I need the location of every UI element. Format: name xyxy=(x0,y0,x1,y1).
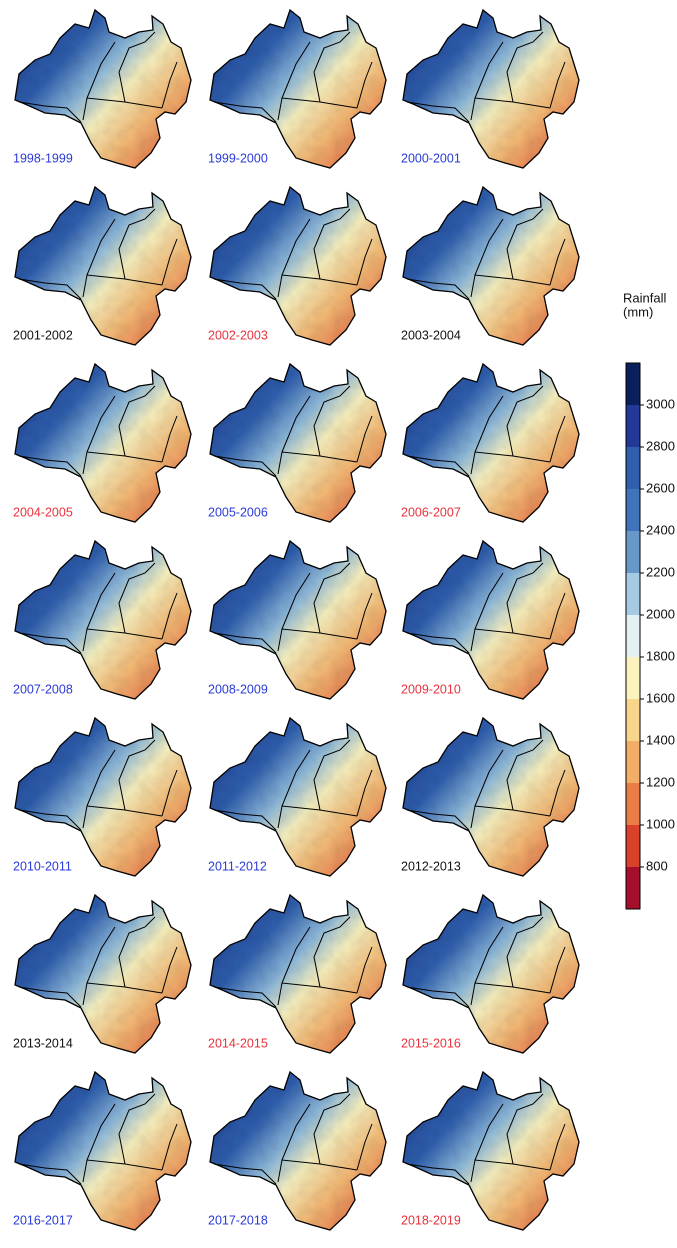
map-panel: 2012-2013 xyxy=(399,718,579,876)
map-panel: 2016-2017 xyxy=(11,1072,191,1230)
colorbar-tick-label: 3000 xyxy=(646,396,675,411)
colorbar-segment xyxy=(626,531,640,573)
colorbar-segment xyxy=(626,741,640,783)
region-fill xyxy=(15,541,191,699)
colorbar-tick-label: 2000 xyxy=(646,606,675,621)
panel-label: 2017-2018 xyxy=(208,1213,268,1227)
colorbar-tick-label: 1200 xyxy=(646,774,675,789)
colorbar-tick-label: 2400 xyxy=(646,522,675,537)
map-grid: 1998-1999 1999-2000 2000-2001 2001-2002 2002… xyxy=(11,10,579,1230)
region-fill xyxy=(403,1072,579,1230)
map-panel: 2001-2002 xyxy=(11,187,191,345)
panel-label: 2016-2017 xyxy=(13,1213,73,1227)
colorbar-tick-label: 2200 xyxy=(646,564,675,579)
panel-label: 2006-2007 xyxy=(401,505,461,519)
map-panel: 2011-2012 xyxy=(206,718,386,876)
panel-label: 2011-2012 xyxy=(208,859,267,873)
colorbar: Rainfall (mm) 3000 2800 2600 2400 2200 2000 18… xyxy=(623,290,675,909)
map-panel: 2008-2009 xyxy=(206,541,386,699)
map-panel: 2009-2010 xyxy=(399,541,579,699)
colorbar-segment xyxy=(626,405,640,447)
panel-label: 2015-2016 xyxy=(401,1036,461,1050)
map-panel: 2000-2001 xyxy=(399,10,579,168)
colorbar-segment xyxy=(626,657,640,699)
colorbar-segment xyxy=(626,363,640,405)
panel-label: 2001-2002 xyxy=(13,328,73,342)
panel-label: 2002-2003 xyxy=(208,328,268,342)
region-fill xyxy=(15,895,191,1053)
map-panel: 2003-2004 xyxy=(399,187,579,345)
panel-label: 2009-2010 xyxy=(401,682,461,696)
colorbar-segment xyxy=(626,825,640,867)
colorbar-segment xyxy=(626,489,640,531)
colorbar-title: Rainfall xyxy=(623,290,666,305)
panel-label: 2018-2019 xyxy=(401,1213,461,1227)
map-panel: 2013-2014 xyxy=(11,895,191,1053)
map-panel: 1998-1999 xyxy=(11,10,191,168)
panel-label: 2005-2006 xyxy=(208,505,268,519)
panel-label: 1999-2000 xyxy=(208,151,268,165)
colorbar-tick-label: 1400 xyxy=(646,732,675,747)
map-panel: 2014-2015 xyxy=(206,895,386,1053)
panel-label: 2004-2005 xyxy=(13,505,73,519)
colorbar-segment xyxy=(626,447,640,489)
panel-label: 2000-2001 xyxy=(401,151,461,165)
region-fill xyxy=(15,718,191,876)
figure: 1998-1999 1999-2000 2000-2001 2001-2002 2002… xyxy=(0,0,677,1248)
colorbar-tick-label: 1800 xyxy=(646,648,675,663)
colorbar-tick-label: 800 xyxy=(646,858,668,873)
panel-label: 1998-1999 xyxy=(13,151,73,165)
map-panel: 2018-2019 xyxy=(399,1072,579,1230)
panel-label: 2013-2014 xyxy=(13,1036,73,1050)
map-panel: 2017-2018 xyxy=(206,1072,386,1230)
map-panel: 2006-2007 xyxy=(399,364,579,522)
region-fill xyxy=(210,364,386,522)
region-fill xyxy=(403,718,579,876)
region-fill xyxy=(210,718,386,876)
region-fill xyxy=(210,1072,386,1230)
colorbar-segment xyxy=(626,573,640,615)
region-fill xyxy=(403,10,579,168)
panel-label: 2012-2013 xyxy=(401,859,461,873)
panel-label: 2014-2015 xyxy=(208,1036,268,1050)
region-fill xyxy=(15,364,191,522)
region-fill xyxy=(210,895,386,1053)
panel-label: 2008-2009 xyxy=(208,682,268,696)
region-fill xyxy=(403,187,579,345)
region-fill xyxy=(15,1072,191,1230)
colorbar-segment xyxy=(626,699,640,741)
map-panel: 2002-2003 xyxy=(206,187,386,345)
region-fill xyxy=(403,541,579,699)
map-panel: 2010-2011 xyxy=(11,718,191,876)
region-fill xyxy=(210,187,386,345)
map-panel: 2005-2006 xyxy=(206,364,386,522)
region-fill xyxy=(210,10,386,168)
map-panel: 2004-2005 xyxy=(11,364,191,522)
region-fill xyxy=(15,187,191,345)
colorbar-tick-label: 2800 xyxy=(646,438,675,453)
map-panel: 2007-2008 xyxy=(11,541,191,699)
region-fill xyxy=(403,364,579,522)
panel-label: 2007-2008 xyxy=(13,682,73,696)
panel-label: 2003-2004 xyxy=(401,328,461,342)
colorbar-segment xyxy=(626,783,640,825)
colorbar-unit: (mm) xyxy=(623,304,653,319)
colorbar-segment xyxy=(626,615,640,657)
panel-label: 2010-2011 xyxy=(13,859,72,873)
colorbar-tick-label: 1000 xyxy=(646,816,675,831)
colorbar-tick-label: 1600 xyxy=(646,690,675,705)
region-fill xyxy=(210,541,386,699)
region-fill xyxy=(15,10,191,168)
colorbar-tick-label: 2600 xyxy=(646,480,675,495)
map-panel: 2015-2016 xyxy=(399,895,579,1053)
map-panel: 1999-2000 xyxy=(206,10,386,168)
region-fill xyxy=(403,895,579,1053)
colorbar-segment xyxy=(626,867,640,909)
